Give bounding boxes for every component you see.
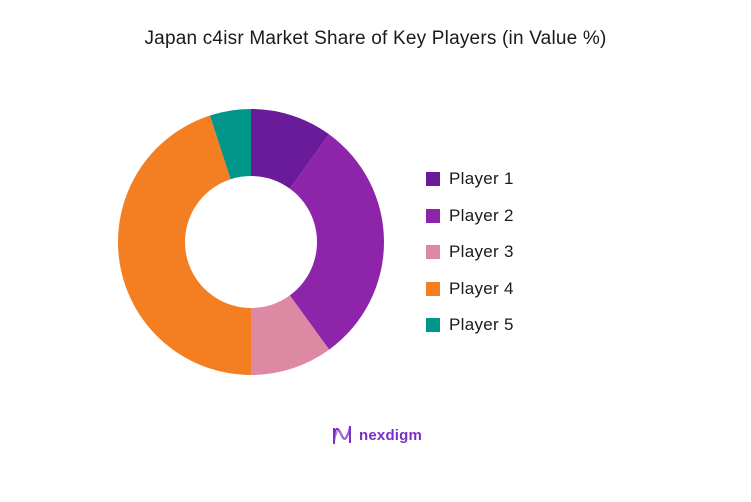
legend-label: Player 1 <box>449 169 514 189</box>
legend-swatch <box>426 245 440 260</box>
donut-slice-player-4 <box>118 115 251 375</box>
nexdigm-logo: nexdigm <box>331 424 422 446</box>
donut-slice-player-5 <box>209 109 251 180</box>
legend-swatch <box>426 281 440 296</box>
logo-text: nexdigm <box>359 426 423 444</box>
legend-label: Player 3 <box>449 242 514 262</box>
legend-item-player-1: Player 1 <box>426 161 514 198</box>
legend-item-player-3: Player 3 <box>426 234 514 271</box>
nexdigm-wave-icon <box>333 425 351 445</box>
legend-swatch <box>426 208 440 223</box>
donut-slice-player-2 <box>289 134 384 350</box>
donut-slice-player-1 <box>251 109 330 189</box>
legend-item-player-5: Player 5 <box>426 307 514 344</box>
legend-label: Player 5 <box>449 315 514 335</box>
legend-swatch <box>426 172 440 187</box>
legend-item-player-2: Player 2 <box>426 198 514 235</box>
legend-swatch <box>426 318 440 333</box>
legend-item-player-4: Player 4 <box>426 271 514 308</box>
legend-label: Player 4 <box>449 278 514 298</box>
donut-slice-player-3 <box>251 295 330 375</box>
chart-legend: Player 1 Player 2 Player 3 Player 4 Play… <box>426 161 514 344</box>
legend-label: Player 2 <box>449 205 514 225</box>
chart-title: Japan c4isr Market Share of Key Players … <box>144 28 607 49</box>
